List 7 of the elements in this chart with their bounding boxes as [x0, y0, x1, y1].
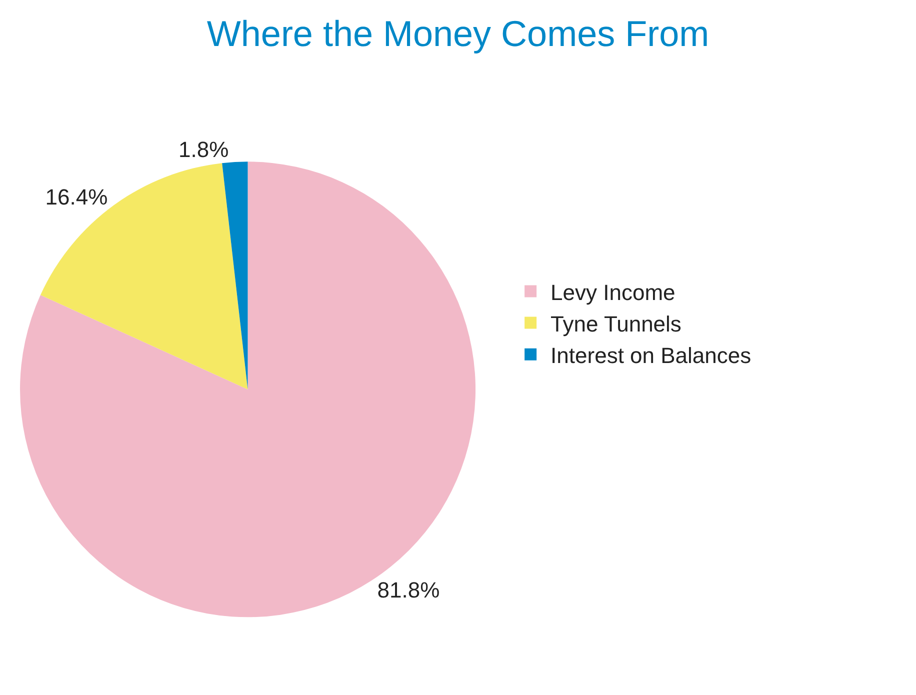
- data-label: 81.8%: [377, 577, 440, 602]
- legend-label: Interest on Balances: [550, 342, 752, 368]
- chart-title: Where the Money Comes From: [206, 13, 710, 54]
- data-label: 16.4%: [45, 184, 108, 210]
- data-label: 1.8%: [178, 137, 229, 162]
- legend-label: Tyne Tunnels: [550, 311, 682, 336]
- legend-label: Levy Income: [550, 280, 676, 305]
